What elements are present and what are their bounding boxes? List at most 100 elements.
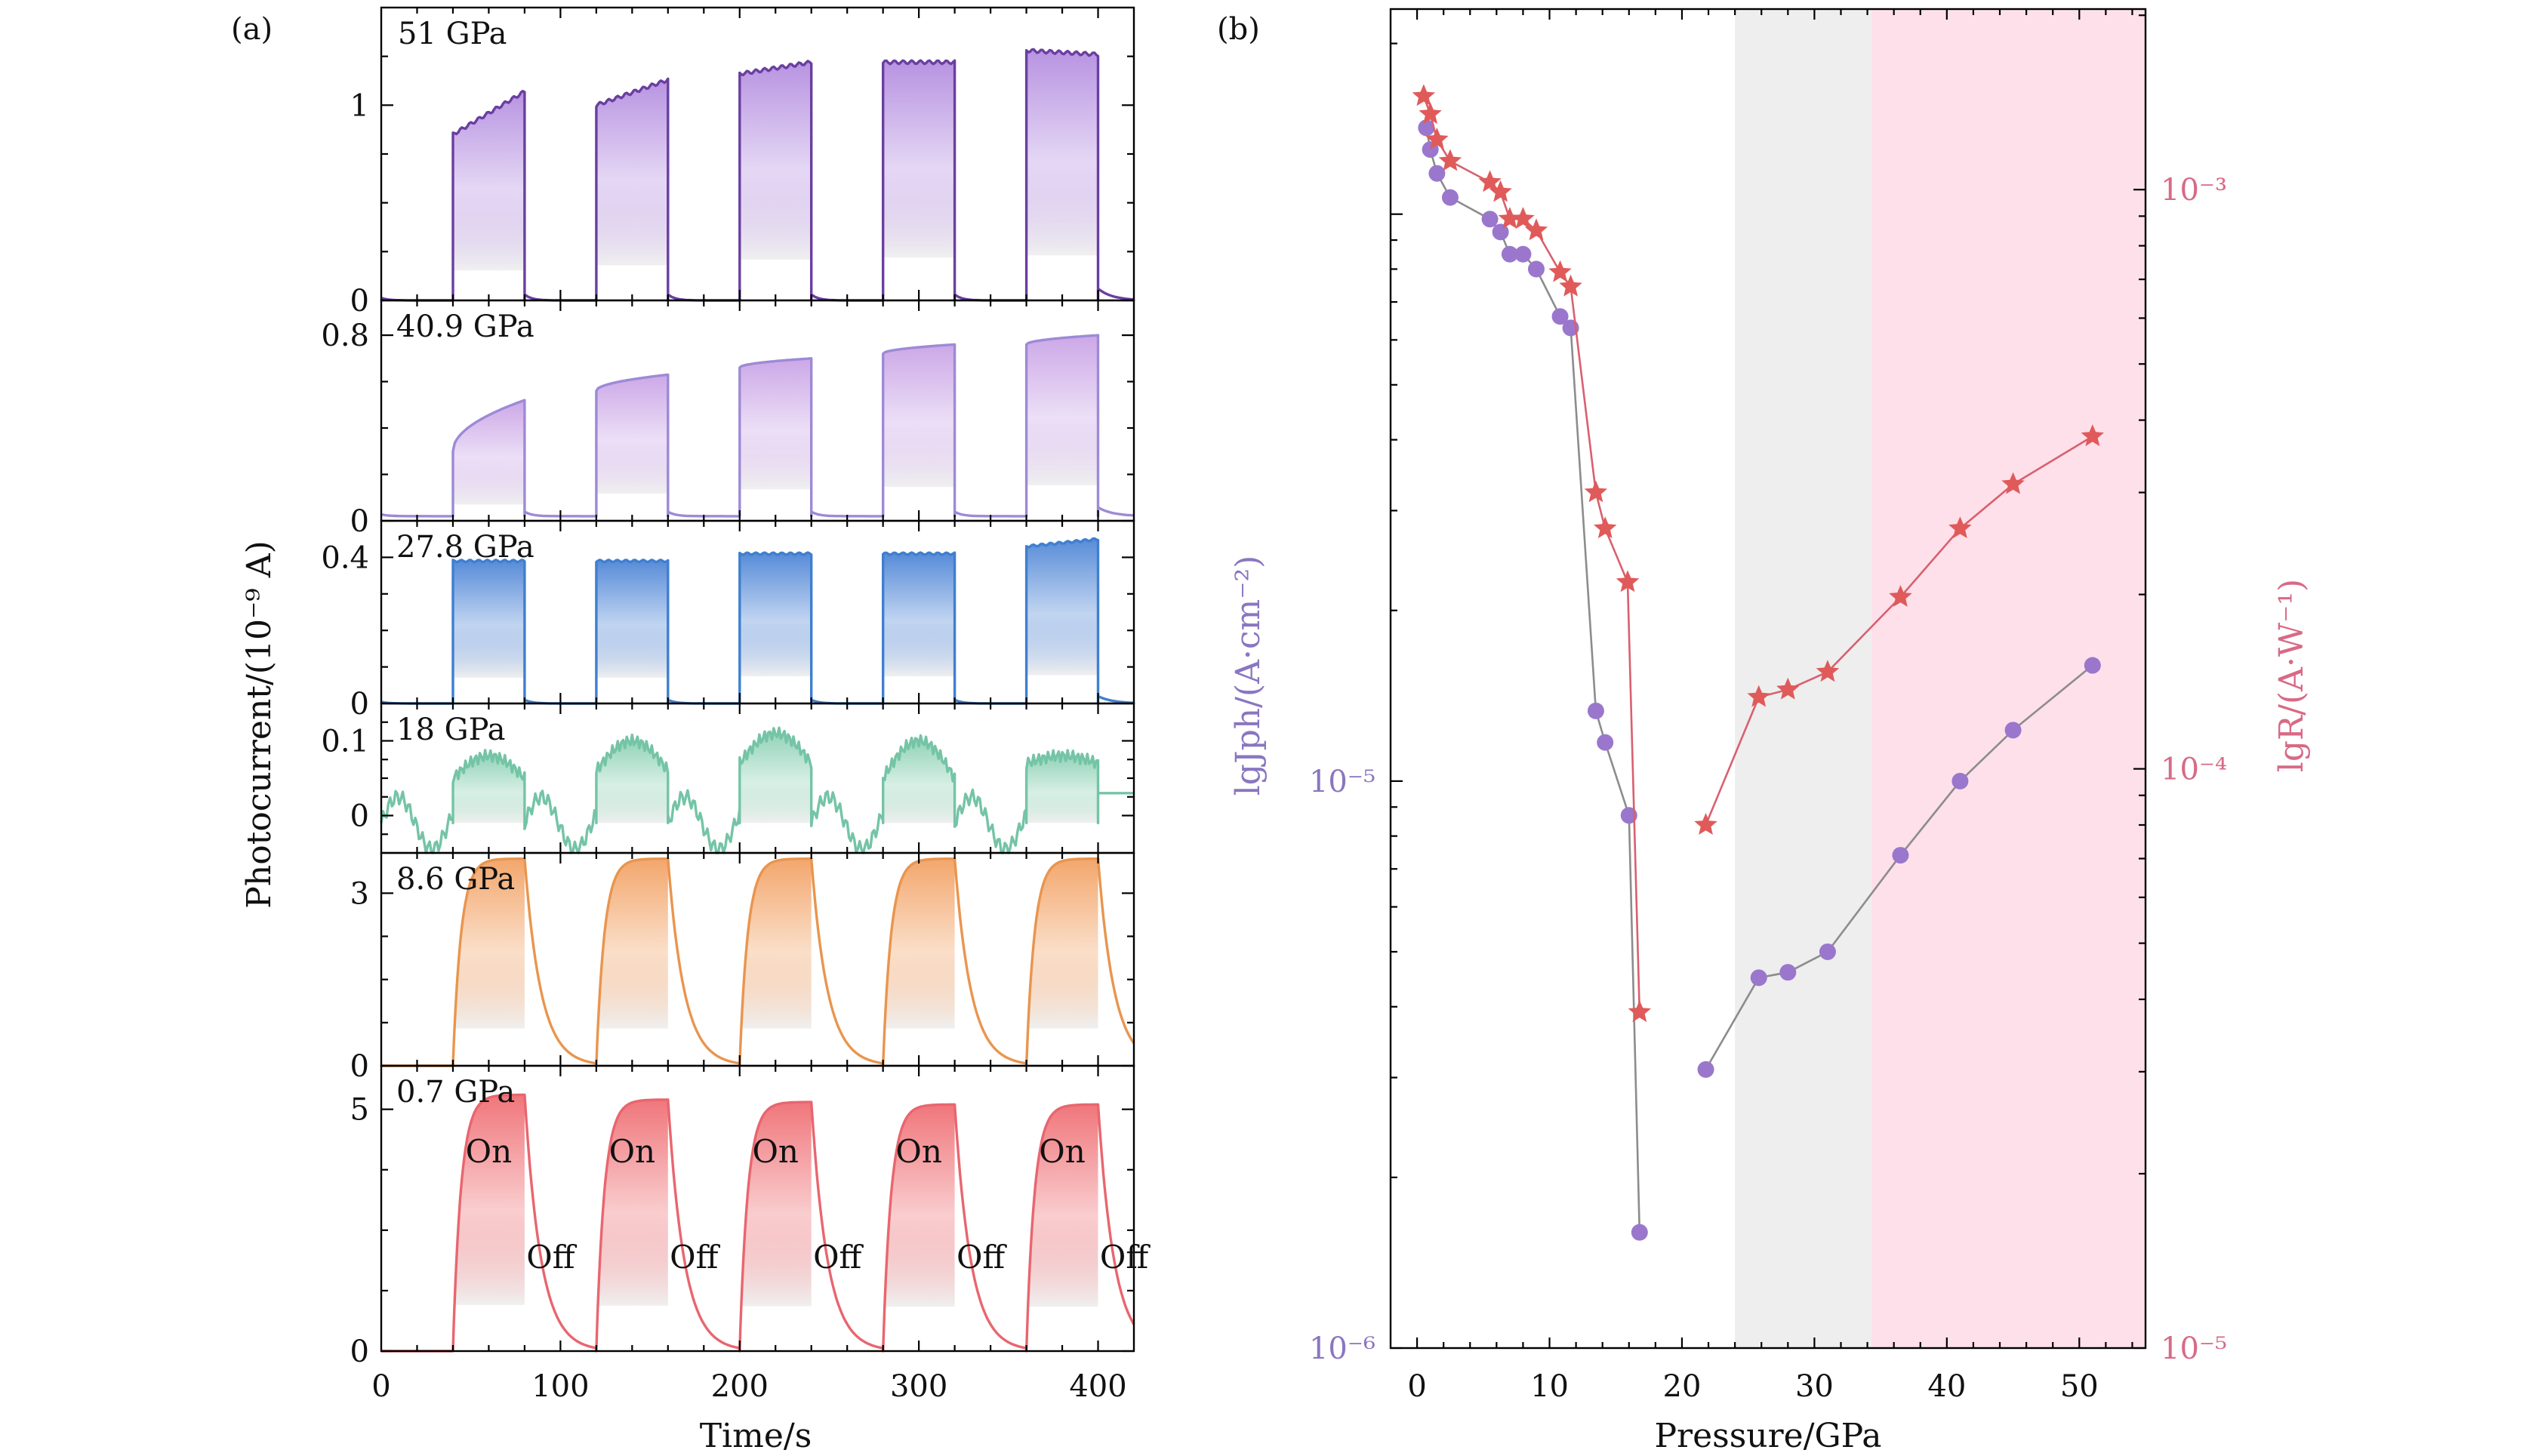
on-period-fill — [739, 858, 812, 1029]
data-point — [1498, 207, 1522, 229]
data-point — [1750, 969, 1767, 987]
subplot-40.9-gpa: 0 0.8 40.9 GPa — [321, 299, 1135, 539]
y-tick-label: 0 — [350, 1334, 369, 1369]
panel-b-right-axis-title: lgR/(A·W⁻¹) — [2272, 579, 2311, 772]
panel-b-pressure: (b) 0 10 20 30 40 50 10⁻⁶ 10⁻⁵ 10⁻⁵ 10⁻⁴ 10⁻³ lgJp… — [1217, 8, 2311, 1455]
on-label: On — [466, 1133, 512, 1170]
on-period-fill — [596, 374, 668, 494]
x-tick-label: 300 — [890, 1369, 947, 1404]
y-tick-label: 0 — [350, 504, 369, 539]
data-point — [1527, 260, 1545, 278]
subplot-51-gpa: 0 1 51 GPa — [350, 6, 1135, 319]
on-period-fill — [739, 553, 812, 677]
data-point — [2004, 722, 2022, 739]
pressure-label: 51 GPa — [398, 17, 507, 51]
x-tick-label: 400 — [1069, 1369, 1126, 1404]
data-point — [1819, 943, 1836, 960]
on-period-fill — [1026, 858, 1098, 1029]
data-point — [1594, 516, 1617, 539]
photocurrent-trace — [381, 1093, 1135, 1353]
data-point — [1597, 734, 1614, 751]
photocurrent-trace — [380, 726, 1134, 854]
data-point — [1697, 1060, 1714, 1078]
x-tick-label: 50 — [2060, 1369, 2099, 1404]
y-tick-label: 0.1 — [321, 725, 369, 759]
data-point — [1616, 570, 1640, 593]
data-point — [1779, 964, 1797, 981]
on-label: On — [895, 1133, 941, 1170]
panel-b-x-axis-title: Pressure/GPa — [1654, 1417, 1881, 1455]
x-tick-label: 100 — [531, 1369, 589, 1404]
data-point — [1892, 847, 1909, 864]
pressure-label: 18 GPa — [396, 713, 506, 747]
on-period-fill — [453, 91, 525, 271]
on-period-fill — [596, 561, 668, 678]
data-point — [1948, 516, 1972, 539]
on-period-fill — [596, 1099, 668, 1306]
on-period-fill — [596, 79, 668, 266]
on-label: On — [609, 1133, 655, 1170]
x-tick-label: 0 — [1407, 1369, 1426, 1404]
series-line — [1425, 128, 1641, 1233]
shaded-region — [1871, 9, 2146, 1348]
x-tick-label: 10 — [1530, 1369, 1569, 1404]
off-label: Off — [526, 1239, 577, 1276]
panel-a-x-axis-title: Time/s — [700, 1417, 812, 1455]
y-tick-label: 0 — [350, 284, 369, 319]
data-point — [1951, 772, 1969, 790]
panel-b-left-axis-title: lgJph/(A·cm⁻²) — [1229, 556, 1268, 796]
on-period-fill — [453, 858, 525, 1029]
on-period-fill — [1026, 335, 1098, 485]
pressure-label: 8.6 GPa — [396, 862, 515, 897]
data-point — [1694, 813, 1717, 835]
data-point — [1478, 170, 1502, 192]
y-tick-label: 0 — [350, 799, 369, 834]
on-period-fill — [739, 1102, 812, 1307]
off-label: Off — [1100, 1239, 1151, 1276]
y-tick-label: 5 — [350, 1093, 369, 1128]
data-point — [1514, 245, 1532, 263]
data-point — [1584, 480, 1608, 503]
y-tick-label: 10⁻⁴ — [2161, 753, 2227, 787]
on-period-fill — [883, 858, 955, 1029]
data-point — [1548, 260, 1572, 282]
off-label: Off — [813, 1239, 864, 1276]
on-period-fill — [1026, 1104, 1098, 1307]
data-point — [1492, 223, 1509, 241]
x-tick-label: 0 — [371, 1369, 390, 1404]
shaded-region — [1735, 9, 1871, 1348]
data-point — [1628, 1000, 1651, 1022]
on-period-fill — [739, 358, 812, 490]
data-point — [2081, 424, 2104, 447]
panel-a-x-ticks: 0 100 200 300 400 — [371, 1369, 1126, 1404]
y-tick-label: 10⁻⁵ — [2161, 1331, 2227, 1366]
on-period-fill — [1026, 756, 1098, 823]
panel-a-on-off-labels: On Off On Off On Off On Off On Off — [466, 1133, 1151, 1276]
on-period-fill — [596, 740, 668, 823]
photocurrent-trace — [381, 857, 1135, 1067]
subplot-27.8-gpa: 0 0.4 27.8 GPa — [321, 519, 1135, 722]
off-label: Off — [670, 1239, 720, 1276]
data-point — [1816, 660, 1840, 682]
pressure-label: 40.9 GPa — [396, 309, 534, 344]
panel-a-photocurrent: (a) Photocurrent/(10⁻⁹ A) Time/s 0 1 51 GP… — [231, 6, 1151, 1455]
data-point — [1412, 84, 1436, 106]
data-point — [2084, 657, 2101, 674]
on-period-fill — [883, 1104, 955, 1307]
panel-b-frame — [1389, 8, 2147, 1350]
panel-b-ticks: 0 10 20 30 40 50 10⁻⁶ 10⁻⁵ 10⁻⁵ 10⁻⁴ 10⁻³ — [1309, 9, 2227, 1404]
y-tick-label: 0 — [350, 1049, 369, 1084]
on-period-fill — [739, 733, 812, 823]
subplot-8.6-gpa: 0 3 8.6 GPa — [350, 851, 1135, 1084]
panel-a-label: (a) — [231, 12, 273, 47]
data-point — [1776, 677, 1800, 700]
data-point — [1425, 128, 1449, 149]
data-point — [1511, 207, 1535, 229]
pressure-label: 0.7 GPa — [396, 1075, 515, 1110]
data-point — [1587, 702, 1604, 719]
y-tick-label: 10⁻⁵ — [1309, 765, 1375, 799]
y-tick-label: 10⁻³ — [2161, 173, 2227, 208]
on-period-fill — [883, 62, 955, 258]
